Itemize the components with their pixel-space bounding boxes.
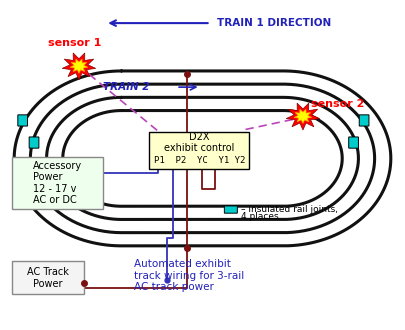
Polygon shape <box>62 53 96 80</box>
Text: TRAIN 2: TRAIN 2 <box>103 82 150 92</box>
FancyBboxPatch shape <box>12 157 103 209</box>
FancyBboxPatch shape <box>349 137 358 148</box>
FancyBboxPatch shape <box>18 115 28 126</box>
Text: sensor 2: sensor 2 <box>311 99 364 109</box>
Text: sensor 1: sensor 1 <box>48 38 102 48</box>
Text: TRAIN 1 DIRECTION: TRAIN 1 DIRECTION <box>217 18 331 28</box>
Text: Automated exhibit
track wiring for 3-rail
AC track power: Automated exhibit track wiring for 3-rai… <box>134 259 244 292</box>
Text: AC Track
Power: AC Track Power <box>27 267 69 289</box>
Text: P1  P2  YC  Y1 Y2: P1 P2 YC Y1 Y2 <box>153 155 245 165</box>
Text: Accessory
Power
12 - 17 v
AC or DC: Accessory Power 12 - 17 v AC or DC <box>33 161 82 205</box>
Text: D2X
exhibit control: D2X exhibit control <box>164 132 234 153</box>
Polygon shape <box>294 109 312 123</box>
FancyBboxPatch shape <box>224 206 237 213</box>
FancyBboxPatch shape <box>149 132 249 169</box>
Text: – insulated rail joints,: – insulated rail joints, <box>241 205 338 214</box>
FancyBboxPatch shape <box>29 137 39 148</box>
Polygon shape <box>70 59 88 73</box>
Polygon shape <box>286 103 320 130</box>
FancyBboxPatch shape <box>359 115 369 126</box>
Text: 4 places: 4 places <box>241 212 279 221</box>
FancyBboxPatch shape <box>12 261 84 294</box>
